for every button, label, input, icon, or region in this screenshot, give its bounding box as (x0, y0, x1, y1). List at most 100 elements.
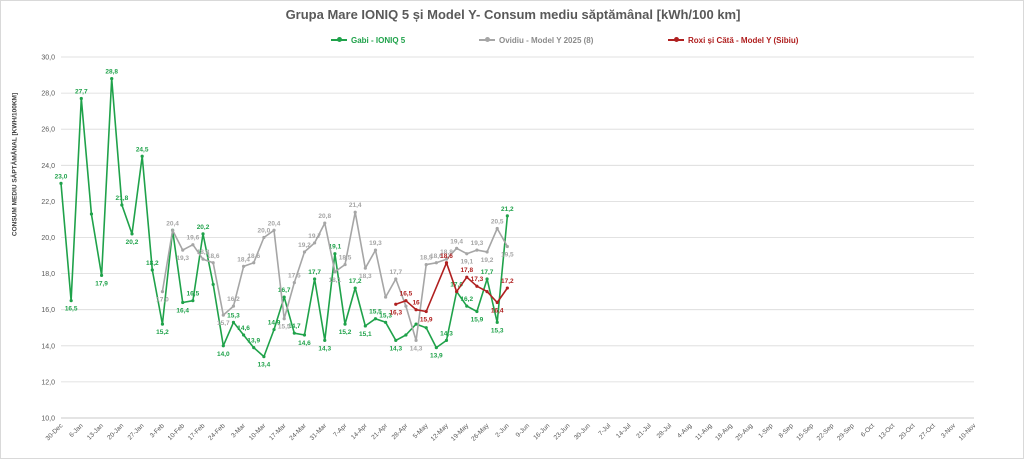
data-point (343, 322, 347, 326)
data-label: 15,2 (156, 329, 169, 336)
data-point (404, 299, 408, 303)
data-label: 20,2 (197, 224, 210, 231)
data-point (89, 212, 94, 216)
data-point (373, 248, 378, 252)
data-point (465, 252, 469, 256)
data-point (394, 338, 398, 342)
data-label: 16,5 (187, 291, 200, 298)
data-point (414, 308, 418, 312)
data-point (262, 355, 266, 359)
data-point (414, 338, 418, 342)
data-point (475, 309, 479, 314)
data-point (262, 235, 266, 240)
y-tick-label: 22,0 (41, 199, 55, 206)
data-point (505, 214, 509, 218)
data-label: 14,6 (298, 340, 311, 347)
x-tick-label: 12-May (430, 422, 451, 443)
data-label: 14,6 (237, 325, 250, 332)
data-point (252, 261, 256, 265)
x-tick-label: 13-Oct (878, 422, 897, 441)
x-tick-label: 14-Apr (350, 422, 369, 441)
data-point (170, 228, 175, 232)
x-tick-label: 15-Sep (795, 422, 815, 442)
x-tick-label: 18-Aug (714, 422, 734, 442)
x-tick-label: 23-Jun (553, 422, 572, 441)
data-label: 19,2 (298, 242, 311, 249)
data-label: 13,4 (258, 362, 271, 369)
data-point (272, 327, 276, 332)
data-point (424, 326, 428, 330)
y-tick-label: 30,0 (41, 55, 55, 62)
data-label: 15,3 (379, 312, 392, 319)
data-label: 14,9 (268, 320, 281, 327)
data-point (120, 203, 124, 207)
x-tick-label: 20-Oct (898, 422, 917, 441)
data-label: 16,3 (389, 309, 402, 316)
data-label: 28,8 (105, 69, 118, 76)
x-tick-label: 27-Jan (127, 422, 146, 441)
data-label: 18,4 (237, 256, 250, 263)
data-point (191, 299, 195, 303)
data-label: 15,5 (369, 309, 382, 316)
data-label: 14,3 (440, 330, 453, 337)
data-label: 19,1 (460, 259, 473, 266)
data-point (434, 346, 438, 350)
x-tick-label: 22-Sep (816, 422, 836, 442)
x-tick-label: 8-Sep (778, 422, 795, 439)
x-tick-label: 10-Nov (958, 422, 978, 442)
x-tick-label: 31-Mar (309, 422, 329, 442)
data-label: 18,6 (247, 253, 260, 260)
legend-label-roxi: Roxi și Cătă - Model Y (Sibiu) (688, 35, 799, 45)
data-point (434, 261, 438, 265)
data-label: 13,9 (430, 353, 443, 360)
data-point (333, 252, 337, 256)
data-point (404, 333, 408, 337)
legend-item-ovidiu: Ovidiu - Model Y 2025 (8) (479, 35, 593, 45)
data-point (353, 286, 357, 290)
data-label: 14,3 (318, 345, 331, 352)
x-tick-label: 20-Jan (106, 422, 125, 441)
x-tick-label: 26-May (470, 422, 491, 443)
data-label: 18,5 (420, 255, 433, 262)
data-label: 19,6 (187, 235, 200, 242)
data-point (160, 290, 165, 294)
data-label: 17,2 (349, 278, 362, 285)
data-point (475, 284, 479, 288)
x-tick-label: 30-Dec (45, 422, 65, 442)
data-label: 17,0 (450, 282, 463, 289)
data-point (455, 290, 459, 294)
data-label: 19,2 (481, 257, 494, 264)
data-point (292, 281, 296, 285)
data-label: 16,4 (491, 307, 504, 314)
data-label: 15,9 (471, 317, 484, 324)
chart-title: Grupa Mare IONIQ 5 și Model Y- Consum me… (285, 7, 741, 22)
data-label: 15,3 (227, 312, 240, 319)
x-tick-label: 9-Jun (515, 422, 532, 439)
data-label: 15,2 (339, 329, 352, 336)
data-point (394, 302, 398, 306)
data-point (99, 273, 104, 278)
data-point (211, 261, 215, 265)
data-label: 18,6 (430, 253, 443, 260)
x-tick-label: 28-Apr (391, 422, 410, 441)
data-label: 19,4 (450, 238, 463, 245)
data-label: 15,1 (359, 331, 372, 338)
x-tick-label: 24-Feb (207, 422, 227, 442)
data-label: 18,8 (197, 249, 210, 256)
data-point (444, 261, 449, 265)
x-tick-label: 24-Mar (288, 422, 308, 442)
x-tick-label: 4-Aug (676, 422, 693, 439)
data-label: 19,5 (501, 252, 514, 259)
data-label: 17,9 (95, 280, 108, 287)
x-tick-label: 7-Apr (332, 422, 349, 439)
data-point (282, 317, 286, 321)
data-point (150, 268, 154, 272)
data-point (231, 320, 236, 324)
data-point (292, 331, 296, 335)
x-tick-label: 17-Feb (187, 422, 207, 442)
data-point (242, 264, 246, 268)
legend-label-ovidiu: Ovidiu - Model Y 2025 (8) (499, 35, 594, 45)
legend-item-roxi: Roxi și Cătă - Model Y (Sibiu) (668, 35, 798, 45)
data-label: 17,8 (460, 267, 473, 274)
data-label: 15,3 (491, 327, 504, 334)
